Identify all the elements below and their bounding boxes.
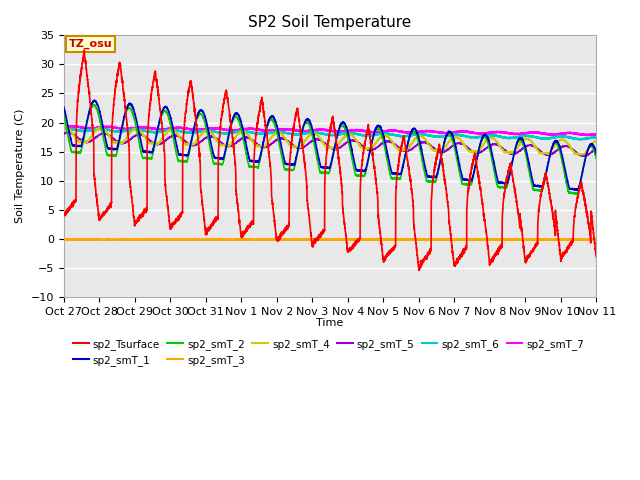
X-axis label: Time: Time [316,318,344,328]
Title: SP2 Soil Temperature: SP2 Soil Temperature [248,15,412,30]
Text: TZ_osu: TZ_osu [69,39,113,49]
Legend: sp2_Tsurface, sp2_smT_1, sp2_smT_2, sp2_smT_3, sp2_smT_4, sp2_smT_5, sp2_smT_6, : sp2_Tsurface, sp2_smT_1, sp2_smT_2, sp2_… [69,335,588,370]
Y-axis label: Soil Temperature (C): Soil Temperature (C) [15,109,25,223]
